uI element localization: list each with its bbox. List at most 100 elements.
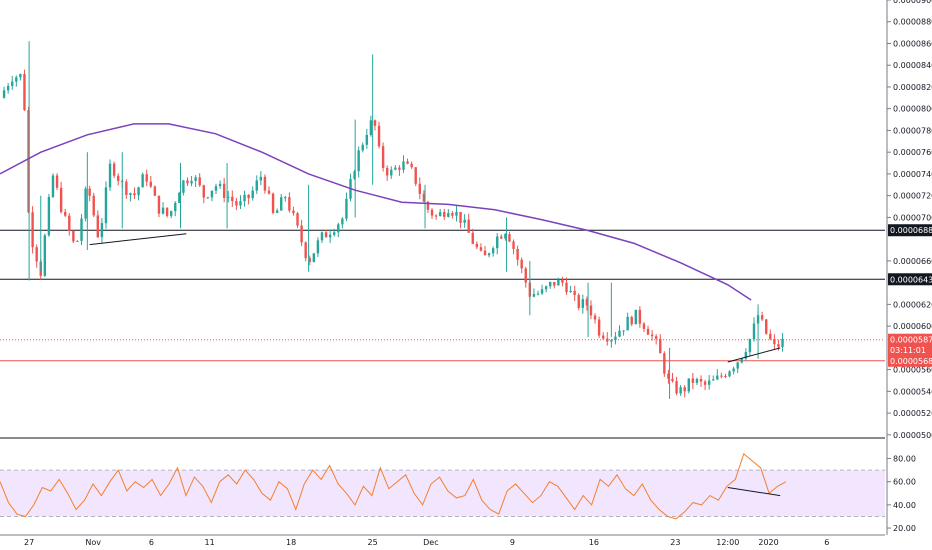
candle-body	[361, 144, 364, 151]
candle-body	[267, 190, 271, 194]
candle-body	[198, 177, 201, 186]
candle-body	[496, 236, 499, 249]
candle-body	[271, 193, 275, 213]
price-tick-label: 0.00007600	[893, 148, 932, 157]
candle-body	[703, 381, 707, 385]
candle-body	[284, 197, 287, 199]
candle-body	[43, 235, 47, 276]
candle-body	[227, 196, 230, 198]
price-tick-label: 0.00007800	[893, 126, 932, 135]
candle-body	[222, 183, 226, 198]
candle-body	[6, 85, 10, 91]
candle-body	[601, 335, 605, 339]
candle-body	[320, 232, 324, 241]
candle-body	[398, 167, 401, 170]
time-tick-label: 25	[368, 538, 378, 547]
candle-body	[716, 375, 719, 380]
candle-body	[593, 315, 597, 320]
time-tick-label: 16	[589, 538, 599, 547]
candle-body	[15, 77, 18, 82]
candle-body	[308, 258, 311, 262]
candle-body	[210, 190, 214, 198]
candle-body	[247, 194, 250, 199]
time-tick-label: 23	[670, 538, 680, 547]
time-tick-label: 6	[824, 538, 829, 547]
candle-body	[532, 294, 536, 297]
rsi-line	[0, 453, 787, 520]
candle-body	[740, 358, 743, 363]
candle-body	[55, 175, 59, 188]
time-tick-label: Nov	[85, 538, 101, 547]
candle-body	[373, 120, 377, 126]
candle-body	[190, 180, 193, 184]
time-tick-label: Dec	[423, 538, 438, 547]
candle-body	[2, 90, 6, 98]
candle-body	[748, 339, 752, 353]
candle-body	[316, 240, 320, 254]
candle-body	[68, 215, 71, 231]
candle-body	[614, 336, 617, 341]
candle-body	[194, 177, 197, 181]
candle-body	[642, 323, 646, 329]
rsi-trendline	[727, 487, 781, 497]
candle-body	[524, 268, 527, 283]
candle-body	[324, 232, 328, 238]
price-tick-label: 0.00008800	[893, 18, 932, 27]
candle-body	[720, 375, 723, 377]
price-tick-label: 0.00008000	[893, 105, 932, 114]
candle-body	[345, 198, 348, 219]
candle-body	[51, 175, 55, 197]
price-tick-label: 0.00007200	[893, 192, 932, 201]
candle-body	[92, 195, 95, 216]
price-tick-label: 0.00005400	[893, 387, 932, 396]
candle-body	[773, 338, 776, 345]
price-tag	[888, 224, 932, 237]
candle-body	[516, 248, 519, 260]
candle-body	[504, 234, 507, 239]
candle-body	[654, 336, 658, 339]
candle-body	[288, 197, 291, 211]
candle-body	[752, 323, 756, 340]
candle-body	[618, 330, 621, 337]
candle-body	[337, 224, 340, 233]
candle-body	[169, 211, 173, 216]
candle-body	[634, 309, 638, 325]
rsi-tick-label: 60.00	[893, 478, 916, 487]
candle-body	[108, 163, 112, 188]
candle-body	[116, 175, 120, 181]
candle-body	[512, 241, 515, 249]
candle-body	[491, 248, 495, 254]
price-tick-label: 0.00005000	[893, 431, 932, 440]
candle-body	[451, 213, 454, 216]
price-tick-label: 0.00006200	[893, 300, 932, 309]
candle-body	[133, 193, 136, 196]
candle-body	[153, 186, 157, 196]
price-pane	[0, 41, 885, 399]
price-tick-label: 0.00009000	[893, 0, 932, 5]
price-tag-label: 0.00006882	[890, 226, 932, 235]
candle-body	[483, 250, 487, 256]
price-tick-label: 0.00005600	[893, 366, 932, 375]
price-tag	[888, 344, 932, 357]
candle-body	[157, 195, 161, 214]
candle-body	[695, 378, 699, 383]
rsi-tick-label: 80.00	[893, 455, 916, 464]
candle-body	[377, 125, 381, 147]
candle-body	[80, 218, 83, 241]
price-tick-label: 0.00008600	[893, 39, 932, 48]
time-tick-label: 2020	[758, 538, 778, 547]
price-tag	[888, 354, 932, 367]
candle-body	[149, 181, 152, 187]
candle-body	[251, 190, 254, 199]
price-tick-label: 0.00007000	[893, 213, 932, 222]
candle-body	[561, 279, 564, 283]
candle-body	[385, 167, 389, 176]
candle-body	[520, 259, 523, 269]
price-tag	[888, 333, 932, 346]
candle-body	[112, 163, 116, 176]
candle-body	[410, 163, 413, 168]
candle-body	[72, 230, 75, 242]
candle-body	[553, 282, 556, 286]
candle-body	[443, 212, 446, 217]
